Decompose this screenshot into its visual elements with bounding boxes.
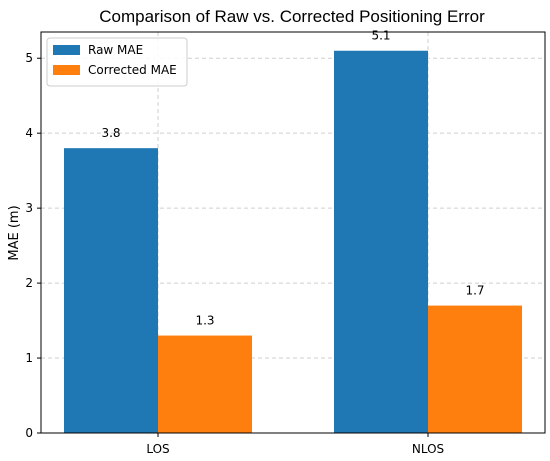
plot-frame <box>40 31 546 434</box>
bar-raw-mae-nlos <box>334 50 428 434</box>
y-tick-label: 4 <box>25 126 33 140</box>
data-labels-layer: 3.8 5.1 1.3 1.7 <box>101 29 484 328</box>
bar-corrected-mae-los <box>158 335 252 433</box>
bar-raw-mae-los <box>64 148 158 434</box>
x-tick-label: NLOS <box>412 442 444 456</box>
legend-label: Corrected MAE <box>88 63 177 77</box>
y-tick-label: 0 <box>25 426 33 440</box>
legend: Raw MAE Corrected MAE <box>46 37 188 87</box>
y-axis-label: MAE (m) <box>7 205 22 260</box>
legend-box <box>46 37 188 87</box>
data-label: 1.7 <box>465 284 484 298</box>
chart-title: Comparison of Raw vs. Corrected Position… <box>99 7 485 26</box>
legend-swatch <box>53 45 80 55</box>
axes-layer: 0 1 2 3 4 5 LOS NLOS <box>25 31 546 456</box>
y-tick-label: 2 <box>25 276 33 290</box>
bars-layer <box>64 50 522 434</box>
y-tick-label: 3 <box>25 201 33 215</box>
data-label: 1.3 <box>195 314 214 328</box>
data-label: 5.1 <box>371 29 390 43</box>
data-label: 3.8 <box>101 126 120 140</box>
legend-label: Raw MAE <box>88 43 143 57</box>
y-tick-label: 1 <box>25 351 33 365</box>
bar-corrected-mae-nlos <box>428 305 522 433</box>
y-tick-label: 5 <box>25 51 33 65</box>
x-tick-label: LOS <box>146 442 169 456</box>
legend-swatch <box>53 65 80 75</box>
